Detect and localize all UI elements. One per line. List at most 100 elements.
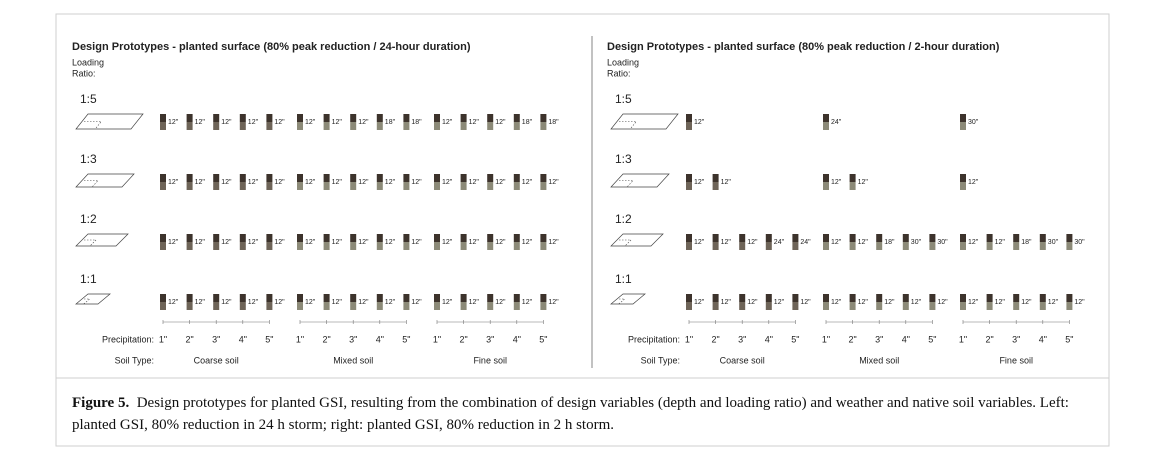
sample-bottom — [460, 122, 467, 130]
sample-bottom — [986, 242, 993, 250]
sample-bottom — [1039, 242, 1046, 250]
sample-top — [823, 234, 829, 242]
sample-bottom — [513, 182, 520, 190]
sample-bottom — [1066, 242, 1073, 250]
sample-top — [434, 294, 440, 302]
sample-top — [1013, 234, 1020, 242]
depth-label: 12" — [248, 299, 259, 306]
sample-top — [686, 174, 692, 182]
sample-bottom — [487, 302, 494, 310]
sample-bottom — [350, 302, 357, 310]
sample-bottom — [376, 242, 383, 250]
sample-bottom — [823, 302, 829, 310]
sample-bottom — [239, 122, 246, 130]
depth-label: 12" — [248, 179, 259, 186]
sample-top — [765, 294, 772, 302]
caption-text: Design prototypes for planted GSI, resul… — [72, 395, 1069, 433]
sample-bottom — [186, 182, 193, 190]
sample-bottom — [540, 122, 547, 130]
depth-label: 12" — [1021, 299, 1032, 306]
precipitation-value: 5" — [402, 334, 410, 344]
sample-bottom — [266, 242, 273, 250]
sample-top — [186, 174, 193, 182]
sample-bottom — [160, 122, 166, 130]
ratio-label: 1:5 — [80, 92, 97, 106]
depth-label: 12" — [747, 299, 758, 306]
depth-label: 12" — [968, 239, 979, 246]
sample-bottom — [376, 122, 383, 130]
depth-label: 12" — [274, 239, 285, 246]
sample-bottom — [350, 182, 357, 190]
depth-label: 12" — [248, 119, 259, 126]
sample-top — [876, 234, 883, 242]
ratio-inner — [619, 121, 637, 130]
sample-bottom — [792, 242, 799, 250]
depth-label: 12" — [495, 179, 506, 186]
sample-bottom — [403, 242, 410, 250]
sample-top — [213, 174, 220, 182]
depth-label: 12" — [548, 239, 559, 246]
precipitation-value: 3" — [212, 334, 220, 344]
precipitation-value: 1" — [822, 334, 830, 344]
depth-label: 12" — [831, 239, 842, 246]
precipitation-value: 5" — [791, 334, 799, 344]
ratio-inner — [83, 298, 91, 305]
sample-top — [540, 234, 547, 242]
ratio-inner — [619, 239, 632, 247]
soil-label: Coarse soil — [194, 355, 239, 365]
sample-top — [186, 294, 193, 302]
sample-top — [323, 294, 330, 302]
depth-label: 12" — [1048, 299, 1059, 306]
depth-label: 18" — [884, 239, 895, 246]
sample-top — [434, 174, 440, 182]
sample-top — [350, 174, 357, 182]
ratio-label: 1:1 — [615, 272, 632, 286]
ratio-shape — [610, 173, 670, 188]
depth-label: 12" — [884, 299, 895, 306]
sample-bottom — [186, 242, 193, 250]
sample-bottom — [487, 122, 494, 130]
sample-top — [403, 294, 410, 302]
sample-top — [739, 294, 746, 302]
sample-bottom — [686, 122, 692, 130]
sample-bottom — [823, 182, 829, 190]
depth-label: 12" — [305, 239, 316, 246]
sample-top — [239, 174, 246, 182]
sample-top — [376, 114, 383, 122]
depth-label: 12" — [937, 299, 948, 306]
depth-label: 12" — [195, 239, 206, 246]
depth-label: 18" — [385, 119, 396, 126]
sample-top — [403, 174, 410, 182]
precipitation-value: 4" — [376, 334, 384, 344]
depth-label: 12" — [522, 179, 533, 186]
sample-bottom — [686, 182, 692, 190]
sample-top — [460, 174, 467, 182]
depth-label: 12" — [721, 299, 732, 306]
sample-top — [960, 294, 966, 302]
sample-top — [849, 234, 856, 242]
depth-label: 12" — [168, 179, 179, 186]
sample-bottom — [849, 302, 856, 310]
precipitation-value: 4" — [765, 334, 773, 344]
sample-bottom — [513, 122, 520, 130]
sample-bottom — [350, 122, 357, 130]
sample-top — [765, 234, 772, 242]
sample-bottom — [513, 242, 520, 250]
depth-label: 12" — [358, 239, 369, 246]
depth-label: 18" — [1021, 239, 1032, 246]
sample-bottom — [239, 242, 246, 250]
depth-label: 12" — [221, 239, 232, 246]
sample-bottom — [487, 182, 494, 190]
precipitation-value: 2" — [459, 334, 467, 344]
precipitation-label: Precipitation: — [628, 334, 680, 344]
sample-top — [186, 114, 193, 122]
depth-label: 12" — [858, 299, 869, 306]
sample-bottom — [902, 242, 909, 250]
sample-bottom — [849, 242, 856, 250]
sample-bottom — [160, 182, 166, 190]
sample-bottom — [434, 302, 440, 310]
sample-bottom — [323, 242, 330, 250]
ratio-label: 1:3 — [615, 152, 632, 166]
ratio-shape — [75, 293, 111, 305]
